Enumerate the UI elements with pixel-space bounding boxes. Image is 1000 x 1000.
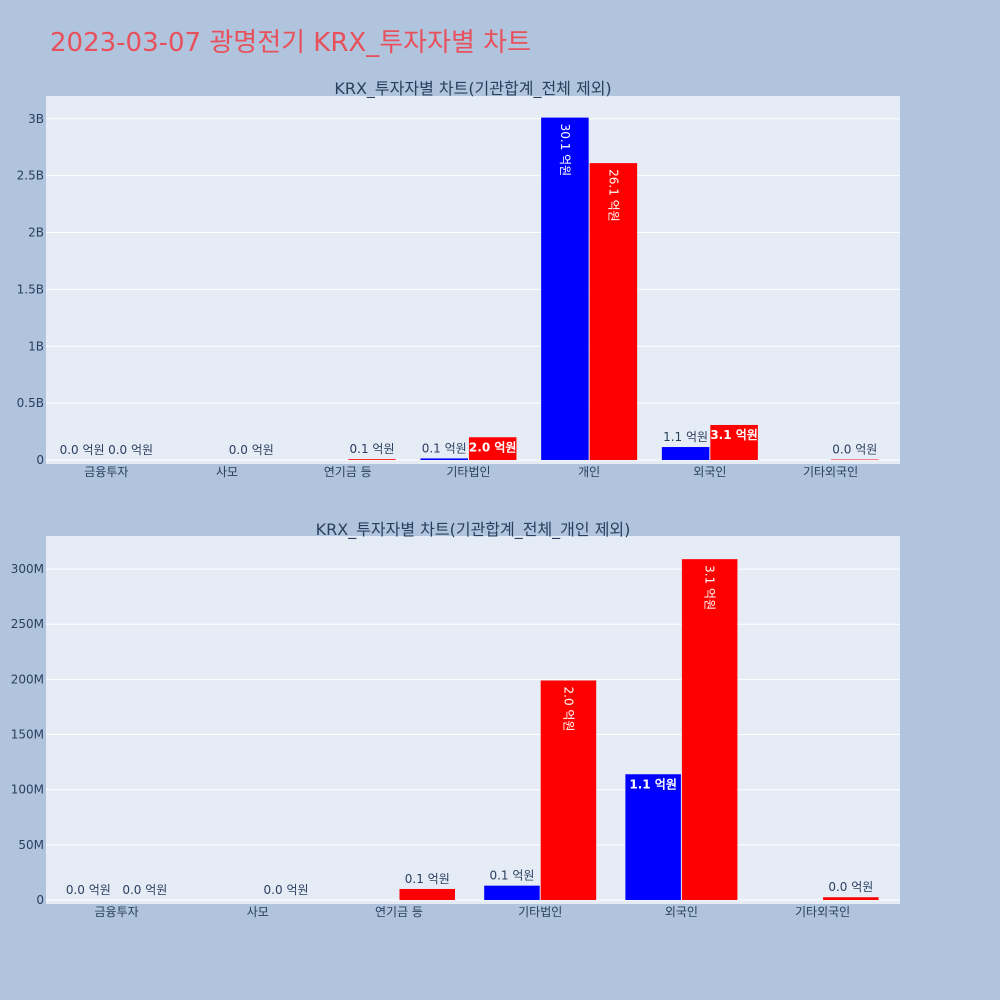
page-title: 2023-03-07 광명전기 KRX_투자자별 차트: [50, 28, 532, 58]
data-label: 0.0 억원: [264, 883, 309, 897]
data-label: 0.0 억원: [832, 443, 877, 457]
x-tick-label: 연기금 등: [375, 905, 423, 919]
y-tick-label: 0.5B: [17, 396, 44, 410]
y-tick-label: 200M: [11, 672, 44, 686]
data-label: 1.1 억원: [629, 777, 677, 791]
data-label: 0.1 억원: [489, 869, 534, 883]
chart-panel-1: 0 0.5B 1B 1.5B 2B 2.5B 3B KRX_투자자별 차트(기관합계_전체 제…: [17, 79, 900, 479]
x-tick-label: 기타법인: [446, 465, 490, 479]
y-tick-label: 3B: [28, 112, 44, 126]
bar: [468, 437, 517, 460]
x-tick-label: 사모: [247, 905, 269, 919]
data-label: 0.0 억원: [122, 883, 167, 897]
data-label: 0.0 억원: [828, 880, 873, 894]
x-tick-label: 기타외국인: [795, 905, 850, 919]
chart-title: KRX_투자자별 차트(기관합계_전체 제외): [334, 79, 611, 99]
bar: [681, 559, 738, 900]
y-tick-label: 2.5B: [17, 169, 44, 183]
data-label: 3.1 억원: [703, 565, 717, 610]
bar: [661, 447, 710, 460]
x-tick-label: 외국인: [665, 905, 698, 919]
y-tick-label: 0: [36, 453, 44, 467]
bar: [710, 424, 758, 460]
data-label: 0.0 억원: [229, 443, 274, 457]
plot-area: [46, 96, 900, 464]
data-label: 0.1 억원: [422, 441, 467, 455]
chart-title: KRX_투자자별 차트(기관합계_전체_개인 제외): [316, 520, 631, 540]
x-tick-label: 기타법인: [518, 905, 562, 919]
data-label: 0.0 억원: [108, 443, 153, 457]
y-tick-label: 150M: [11, 728, 44, 742]
data-label: 0.0 억원: [66, 883, 111, 897]
bar: [625, 774, 681, 900]
y-tick-label: 2B: [28, 226, 44, 240]
y-tick-label: 1B: [28, 339, 44, 353]
x-tick-label: 금융투자: [95, 905, 139, 919]
data-label: 1.1 억원: [663, 430, 708, 444]
bar: [420, 458, 468, 460]
x-tick-label: 외국인: [693, 465, 726, 479]
bar: [399, 888, 455, 900]
x-tick-label: 연기금 등: [324, 465, 372, 479]
bar: [540, 680, 597, 900]
data-label: 3.1 억원: [710, 428, 758, 442]
data-label: 2.0 억원: [561, 686, 575, 731]
x-tick-label: 사모: [216, 465, 238, 479]
data-label: 2.0 억원: [469, 440, 517, 454]
x-tick-label: 개인: [578, 465, 600, 479]
bar: [348, 459, 396, 460]
bar: [823, 897, 879, 900]
bar: [541, 117, 589, 461]
y-tick-label: 1.5B: [17, 282, 44, 296]
y-tick-label: 300M: [11, 562, 44, 576]
data-label: 26.1 억원: [606, 169, 620, 222]
data-label: 0.1 억원: [350, 442, 395, 456]
y-tick-label: 50M: [18, 838, 44, 852]
y-tick-label: 250M: [11, 617, 44, 631]
x-tick-label: 금융투자: [84, 465, 128, 479]
bar: [589, 163, 638, 461]
y-tick-label: 100M: [11, 783, 44, 797]
y-tick-label: 0: [36, 893, 44, 907]
data-label: 0.1 억원: [405, 872, 450, 886]
bar: [484, 885, 540, 900]
chart-panel-2: 0 50M 100M 150M 200M 250M 300M KRX_투자자별 차트(기관합계…: [11, 520, 900, 919]
data-label: 30.1 억원: [558, 124, 572, 177]
data-label: 0.0 억원: [60, 443, 105, 457]
plot-area: [46, 536, 900, 904]
x-tick-label: 기타외국인: [803, 465, 858, 479]
